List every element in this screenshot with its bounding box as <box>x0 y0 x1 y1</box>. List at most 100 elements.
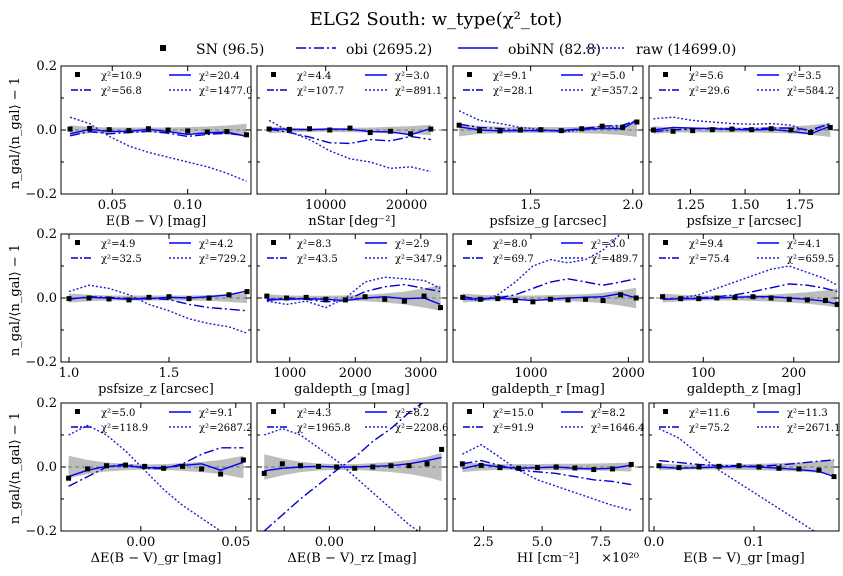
ann-raw-chi2: χ²=1646.4 <box>591 423 644 434</box>
ann-obi-chi2: χ²=43.5 <box>297 254 338 265</box>
x-axis-label: psfsize_z [arcsec] <box>98 382 214 397</box>
series-raw-line <box>69 116 247 182</box>
plot-area <box>257 119 447 173</box>
sn-point <box>572 465 578 471</box>
sn-point <box>367 130 373 136</box>
ann-obinn-chi2: χ²=8.2 <box>395 408 429 419</box>
sn-point <box>660 294 666 300</box>
ann-obinn-chi2: χ²=4.1 <box>787 239 821 250</box>
panel-11: 2.5 5.0 7.5 HI [cm⁻²] ×10²⁰ χ²=15.0 χ²=8.2 χ²=9… <box>452 402 644 566</box>
sn-point <box>827 124 833 130</box>
legend-label-sn: SN (96.5) <box>196 42 264 58</box>
x-tick-label: 200 <box>781 366 806 381</box>
sn-point <box>512 298 518 304</box>
ann-obinn-chi2: χ²=5.0 <box>591 71 625 82</box>
sn-point <box>186 296 192 302</box>
ann-obinn-chi2: χ²=3.0 <box>395 71 429 82</box>
sn-point <box>406 463 412 469</box>
series-obi-line <box>68 447 244 487</box>
sn-point <box>477 128 483 134</box>
x-tick-label: 2.5 <box>473 535 494 550</box>
sn-point <box>714 295 720 301</box>
sn-point <box>729 126 735 132</box>
ann-raw-chi2: χ²=347.9 <box>395 254 442 265</box>
panel-3: 1.5 2.0 psfsize_g [arcsec] χ²=9.1 χ²=5.0 χ²=2… <box>452 65 644 229</box>
plot-area <box>453 110 643 138</box>
panel-7: 1000 2000 galdepth_r [mag] χ²=8.0 χ²=3.0 χ²=6… <box>452 233 645 397</box>
panel-12: 0.0 0.1E(B − V)_gr [mag] χ²=11.6 χ²=11.3 χ²=… <box>644 402 840 566</box>
sn-point <box>362 294 368 300</box>
ann-obi-chi2: χ²=1965.8 <box>297 423 350 434</box>
x-axis-label: galdepth_z [mag] <box>687 382 801 397</box>
sn-point <box>352 465 358 471</box>
x-tick-label: 1.25 <box>676 198 705 213</box>
sn-point <box>517 127 523 133</box>
plot-area <box>649 116 839 138</box>
sn-point <box>530 299 536 305</box>
legend-label-raw: raw (14699.0) <box>636 42 736 58</box>
sn-point <box>516 465 522 471</box>
ann-raw-chi2: χ²=584.2 <box>787 86 834 97</box>
sn-point <box>307 126 313 132</box>
ann-raw-chi2: χ²=729.2 <box>199 254 246 265</box>
sn-point <box>106 127 112 133</box>
ann-raw-chi2: χ²=2687.2 <box>199 423 252 434</box>
x-tick-label: 1000 <box>273 366 306 381</box>
sn-point <box>408 131 414 137</box>
x-axis-label: ΔE(B − V)_gr [mag] <box>91 551 222 566</box>
ann-sn-marker <box>271 409 276 414</box>
series-obinn-line <box>266 296 441 306</box>
sn-point <box>286 126 292 132</box>
sn-point <box>633 295 639 301</box>
x-tick-label: 0.10 <box>173 198 202 213</box>
series-obinn-line <box>68 290 248 300</box>
ann-obi-chi2: χ²=75.2 <box>689 423 730 434</box>
legend-label-obinn: obiNN (82.8) <box>508 42 601 58</box>
sn-point <box>439 446 445 452</box>
ann-sn-chi2: χ²=9.1 <box>493 71 527 82</box>
plot-area <box>649 265 839 308</box>
x-axis-label: galdepth_g [mag] <box>294 382 410 397</box>
sn-point <box>382 296 388 302</box>
x-tick-label: 0.00 <box>126 535 155 550</box>
ann-raw-chi2: χ²=1477.0 <box>199 86 252 97</box>
ann-sn-marker <box>663 240 668 245</box>
sn-point <box>66 296 72 302</box>
ann-obi-chi2: χ²=91.9 <box>493 423 534 434</box>
sn-point <box>199 466 205 472</box>
legend: SN (96.5) obi (2695.2) obiNN (82.8) raw … <box>160 42 736 58</box>
ann-sn-marker <box>663 72 668 77</box>
sn-point <box>776 465 782 471</box>
ann-sn-marker <box>467 72 472 77</box>
sn-point <box>690 128 696 134</box>
ann-sn-chi2: χ²=10.9 <box>101 71 142 82</box>
ann-obinn-chi2: χ²=8.2 <box>591 408 625 419</box>
series-raw-line <box>264 427 420 531</box>
sn-point <box>206 295 212 301</box>
sn-point <box>599 123 605 129</box>
series-raw-line <box>458 110 638 133</box>
ann-raw-chi2: χ²=357.2 <box>591 86 638 97</box>
plot-area <box>453 234 643 309</box>
sn-point <box>620 124 626 130</box>
plot-area <box>61 116 251 182</box>
sn-point <box>583 296 589 302</box>
sn-point <box>796 466 802 472</box>
sn-point <box>327 127 333 133</box>
series-obinn-line <box>462 463 632 470</box>
ann-obinn-chi2: χ²=9.1 <box>199 408 233 419</box>
sn-point <box>670 128 676 134</box>
sn-point <box>334 464 340 470</box>
series-obinn-line <box>459 119 638 132</box>
x-tick-label: 0.0 <box>644 535 665 550</box>
sn-point <box>145 126 151 132</box>
sn-point <box>558 128 564 134</box>
x-axis-label: nStar [deg⁻²] <box>308 214 395 229</box>
ann-sn-chi2: χ²=4.4 <box>297 71 331 82</box>
ann-sn-marker <box>75 72 80 77</box>
